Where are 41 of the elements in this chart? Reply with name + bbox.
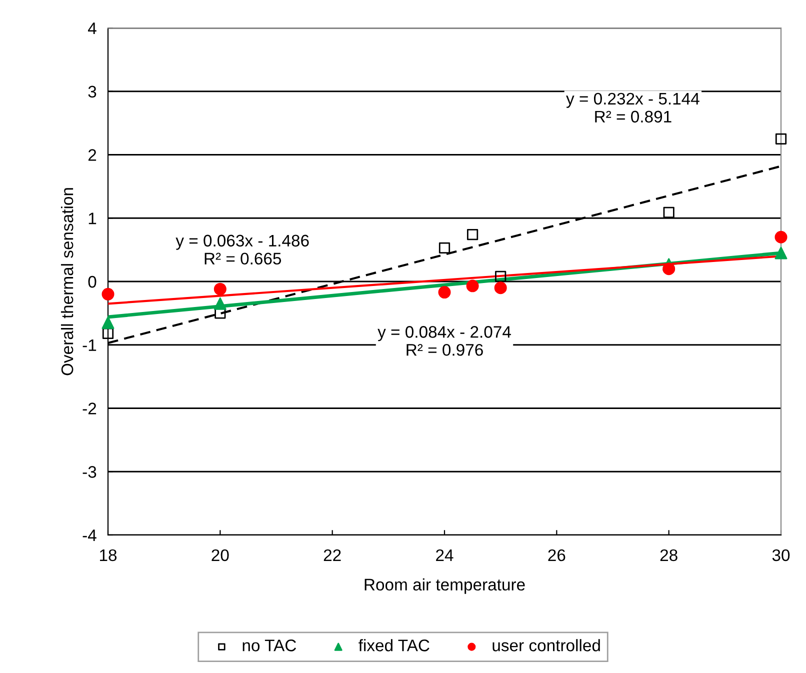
x-axis-title: Room air temperature xyxy=(364,578,525,594)
point xyxy=(438,242,450,254)
point xyxy=(214,282,226,296)
point xyxy=(774,230,788,244)
point xyxy=(494,282,507,294)
point xyxy=(495,270,506,282)
point xyxy=(466,280,479,292)
y-tick-label: -3 xyxy=(82,466,96,478)
x-tick-label: 24 xyxy=(436,549,454,561)
point xyxy=(775,133,787,144)
x-tick-label: 30 xyxy=(772,549,790,562)
y-tick-label: -2 xyxy=(82,402,96,414)
x-tick-label: 20 xyxy=(212,549,229,562)
point xyxy=(102,328,114,340)
y-tick-label: 0 xyxy=(88,276,96,288)
point xyxy=(438,286,451,299)
x-tick-label: 26 xyxy=(548,549,566,562)
point xyxy=(774,246,788,260)
y-tick-label: 2 xyxy=(88,149,96,161)
legend-label: no TAC xyxy=(242,640,296,652)
y-tick-label: 1 xyxy=(88,212,96,224)
point xyxy=(466,229,478,240)
point xyxy=(214,308,226,319)
legend-label: user controlled xyxy=(492,639,600,652)
x-tick-label: 22 xyxy=(324,549,341,561)
y-tick-label: -4 xyxy=(82,530,96,542)
x-tick-label: 18 xyxy=(100,549,117,562)
annotation: y = 0.063x - 1.486 R² = 0.665 xyxy=(176,234,309,265)
y-tick-label: 3 xyxy=(88,86,96,98)
y-tick-label: -1 xyxy=(82,339,96,351)
x-tick-label: 28 xyxy=(660,549,678,562)
point xyxy=(662,262,676,276)
y-tick-label: 4 xyxy=(88,22,96,34)
annotation: y = 0.084x - 2.074 R² = 0.976 xyxy=(378,326,511,356)
y-axis-title: Overall thermal sensation xyxy=(60,188,74,376)
annotation: y = 0.232x - 5.144 R² = 0.891 xyxy=(566,92,700,123)
point xyxy=(214,297,226,310)
point xyxy=(663,206,674,218)
point xyxy=(102,316,114,329)
point xyxy=(102,288,114,300)
legend-label: fixed TAC xyxy=(358,639,430,652)
